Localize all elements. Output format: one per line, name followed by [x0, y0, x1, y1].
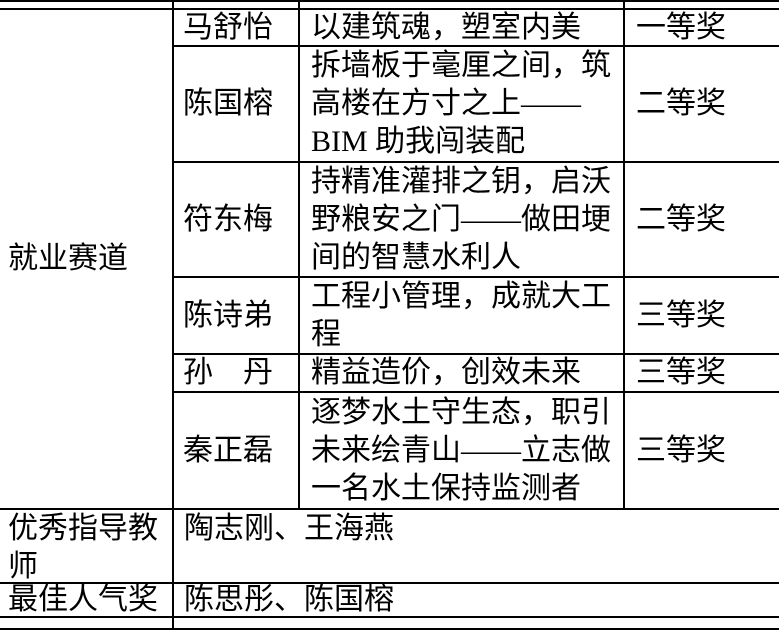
category-cell: 就业赛道: [0, 10, 174, 510]
partial-bottom-cell: [174, 618, 779, 630]
title-cell: 以建筑魂，塑室内美: [300, 10, 625, 47]
name-cell: 符东梅: [174, 163, 300, 278]
contestant-name: 符东梅: [183, 202, 273, 236]
title-cell: 持精准灌排之钥，启沃野粮安之门——做田埂间的智慧水利人: [300, 163, 625, 278]
entry-title: 工程小管理，成就大工程: [311, 279, 611, 351]
title-cell: 拆墙板于毫厘之间，筑高楼在方寸之上——BIM 助我闯装配: [300, 47, 625, 163]
entry-title: 以建筑魂，塑室内美: [311, 10, 581, 44]
footer-value: 陈思彤、陈国榕: [184, 583, 394, 616]
award-cell: 三等奖: [625, 393, 779, 510]
award-cell: 三等奖: [625, 278, 779, 355]
entry-title: 持精准灌排之钥，启沃野粮安之门——做田埂间的智慧水利人: [311, 164, 611, 274]
title-cell: 工程小管理，成就大工程: [300, 278, 625, 355]
award-level: 三等奖: [636, 433, 726, 467]
name-cell: 马舒怡: [174, 10, 300, 47]
footer-label-cell: 最佳人气奖: [0, 584, 174, 618]
name-cell: 秦正磊: [174, 393, 300, 510]
entry-title: 逐梦水土守生态，职引未来绘青山——立志做一名水土保持监测者: [311, 395, 611, 505]
contestant-name: 秦正磊: [183, 433, 273, 467]
award-cell: 二等奖: [625, 47, 779, 163]
entry-title: 拆墙板于毫厘之间，筑高楼在方寸之上——BIM 助我闯装配: [311, 49, 611, 158]
partial-top-cell: [0, 2, 174, 10]
award-cell: 一等奖: [625, 10, 779, 47]
title-cell: 精益造价，创效未来: [300, 355, 625, 393]
entry-title: 精益造价，创效未来: [311, 356, 581, 389]
partial-top-cell: [625, 2, 779, 10]
footer-label: 优秀指导教师: [8, 512, 158, 583]
title-cell: 逐梦水土守生态，职引未来绘青山——立志做一名水土保持监测者: [300, 393, 625, 510]
name-cell: 孙 丹: [174, 355, 300, 393]
award-level: 二等奖: [636, 202, 726, 236]
name-cell: 陈国榕: [174, 47, 300, 163]
contestant-name: 马舒怡: [183, 10, 273, 44]
partial-bottom-cell: [0, 618, 174, 630]
footer-label: 最佳人气奖: [8, 583, 158, 616]
contestant-name: 孙 丹: [183, 356, 273, 389]
award-cell: 三等奖: [625, 355, 779, 393]
partial-top-cell: [174, 2, 300, 10]
award-level: 三等奖: [636, 356, 726, 389]
footer-value-cell: 陈思彤、陈国榕: [174, 584, 779, 618]
award-level: 一等奖: [636, 10, 726, 44]
category-label: 就业赛道: [8, 242, 128, 275]
footer-value: 陶志刚、王海燕: [184, 512, 394, 545]
contestant-name: 陈国榕: [183, 87, 273, 120]
footer-value-cell: 陶志刚、王海燕: [174, 510, 779, 584]
award-level: 三等奖: [636, 298, 726, 332]
partial-top-cell: [300, 2, 625, 10]
footer-label-cell: 优秀指导教师: [0, 510, 174, 584]
name-cell: 陈诗弟: [174, 278, 300, 355]
contestant-name: 陈诗弟: [183, 298, 273, 332]
award-cell: 二等奖: [625, 163, 779, 278]
award-level: 二等奖: [636, 87, 726, 120]
